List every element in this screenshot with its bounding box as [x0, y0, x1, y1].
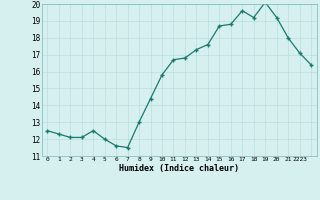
X-axis label: Humidex (Indice chaleur): Humidex (Indice chaleur) [119, 164, 239, 173]
